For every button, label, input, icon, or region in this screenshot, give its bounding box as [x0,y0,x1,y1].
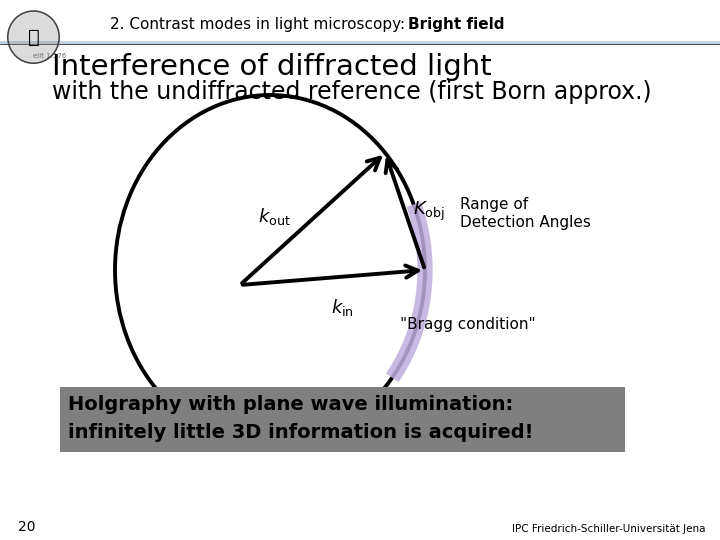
Text: Detection Angles: Detection Angles [460,214,591,230]
Text: Bright field: Bright field [408,17,505,31]
Text: with the undiffracted reference (first Born approx.): with the undiffracted reference (first B… [52,80,652,104]
Text: 🦅: 🦅 [27,28,40,46]
Text: elit 1.576: elit 1.576 [33,53,66,59]
Text: $K_\mathrm{obj}$: $K_\mathrm{obj}$ [413,200,445,223]
Text: "Bragg condition": "Bragg condition" [400,318,536,333]
Text: 20: 20 [18,520,35,534]
Text: infinitely little 3D information is acquired!: infinitely little 3D information is acqu… [68,423,534,442]
Text: $k_\mathrm{out}$: $k_\mathrm{out}$ [258,206,291,227]
Text: $k_\mathrm{in}$: $k_\mathrm{in}$ [331,297,354,318]
Text: Interference of diffracted light: Interference of diffracted light [52,53,492,81]
Text: 2. Contrast modes in light microscopy:: 2. Contrast modes in light microscopy: [110,17,410,31]
Text: Holgraphy with plane wave illumination:: Holgraphy with plane wave illumination: [68,395,513,414]
Text: IPC Friedrich-Schiller-Universität Jena: IPC Friedrich-Schiller-Universität Jena [511,524,705,534]
Circle shape [9,12,58,62]
FancyBboxPatch shape [60,387,625,452]
Text: Range of: Range of [460,198,528,213]
